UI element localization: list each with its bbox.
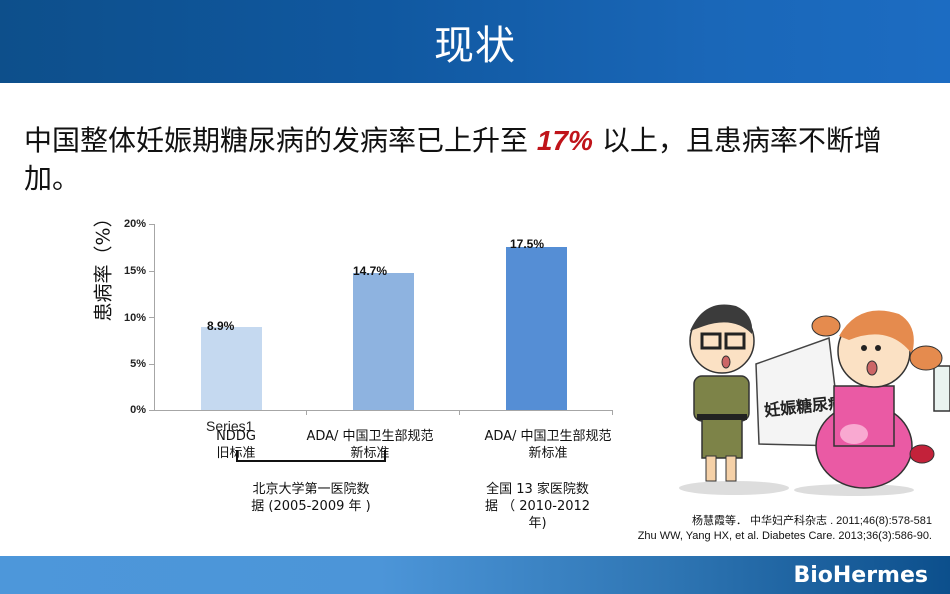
tick — [149, 364, 154, 365]
ytick-20: 20% — [123, 218, 146, 230]
bar-nddg — [201, 327, 262, 410]
header-bar: 现状 — [0, 0, 950, 83]
group-bracket — [236, 450, 386, 462]
reference-1: 杨慧霞等． 中华妇产科杂志 . 2011;46(8):578-581 — [691, 515, 932, 527]
category-label-2: ADA/ 中国卫生部规范 新标准 — [306, 429, 434, 461]
tick — [149, 317, 154, 318]
tick — [149, 410, 154, 411]
headline-highlight: 17% — [536, 125, 593, 156]
tick — [612, 410, 613, 415]
ytick-0: 0% — [130, 404, 146, 416]
bar-value-label: 8.9% — [207, 319, 235, 333]
y-axis-label: 患病率（%） — [92, 208, 115, 322]
category-label-3: ADA/ 中国卫生部规范 新标准 — [484, 429, 612, 461]
tick — [306, 410, 307, 415]
headline-text: 中国整体妊娠期糖尿病的发病率已上升至 17% 以上，且患病率不断增加。 — [24, 122, 924, 198]
references: 杨慧霞等． 中华妇产科杂志 . 2011;46(8):578-581 Zhu W… — [638, 514, 932, 544]
bar-value-label: 14.7% — [353, 264, 388, 278]
bar-ada-beijing — [353, 273, 414, 410]
slide-title: 现状 — [434, 23, 516, 69]
x-axis — [154, 410, 613, 411]
y-axis — [154, 224, 155, 411]
tick — [149, 271, 154, 272]
cartoon-illustration: 妊娠糖尿病 — [679, 304, 950, 496]
bar-value-label: 17.5% — [510, 237, 545, 251]
series-label: Series1 — [206, 418, 254, 434]
bar-ada-national — [506, 247, 567, 410]
reference-2: Zhu WW, Yang HX, et al. Diabetes Care. 2… — [637, 530, 932, 542]
headline-before: 中国整体妊娠期糖尿病的发病率已上升至 — [24, 124, 537, 157]
source-note-beijing: 北京大学第一医院数据 (2005-2009 年 ) — [251, 482, 371, 514]
tick — [459, 410, 460, 415]
headline-after: 以上，且患病率不断增加。 — [24, 124, 882, 195]
tick — [149, 224, 154, 225]
category-label-1: NDDG 旧标准 — [216, 429, 256, 461]
footer-bar — [0, 556, 950, 594]
source-note-national: 全国 13 家医院数据 （ 2010-2012 年) — [484, 482, 591, 531]
ytick-15: 15% — [123, 265, 146, 277]
ytick-10: 10% — [123, 312, 146, 324]
ytick-5: 5% — [130, 358, 146, 370]
brand-logo: BioHermes — [793, 563, 928, 588]
